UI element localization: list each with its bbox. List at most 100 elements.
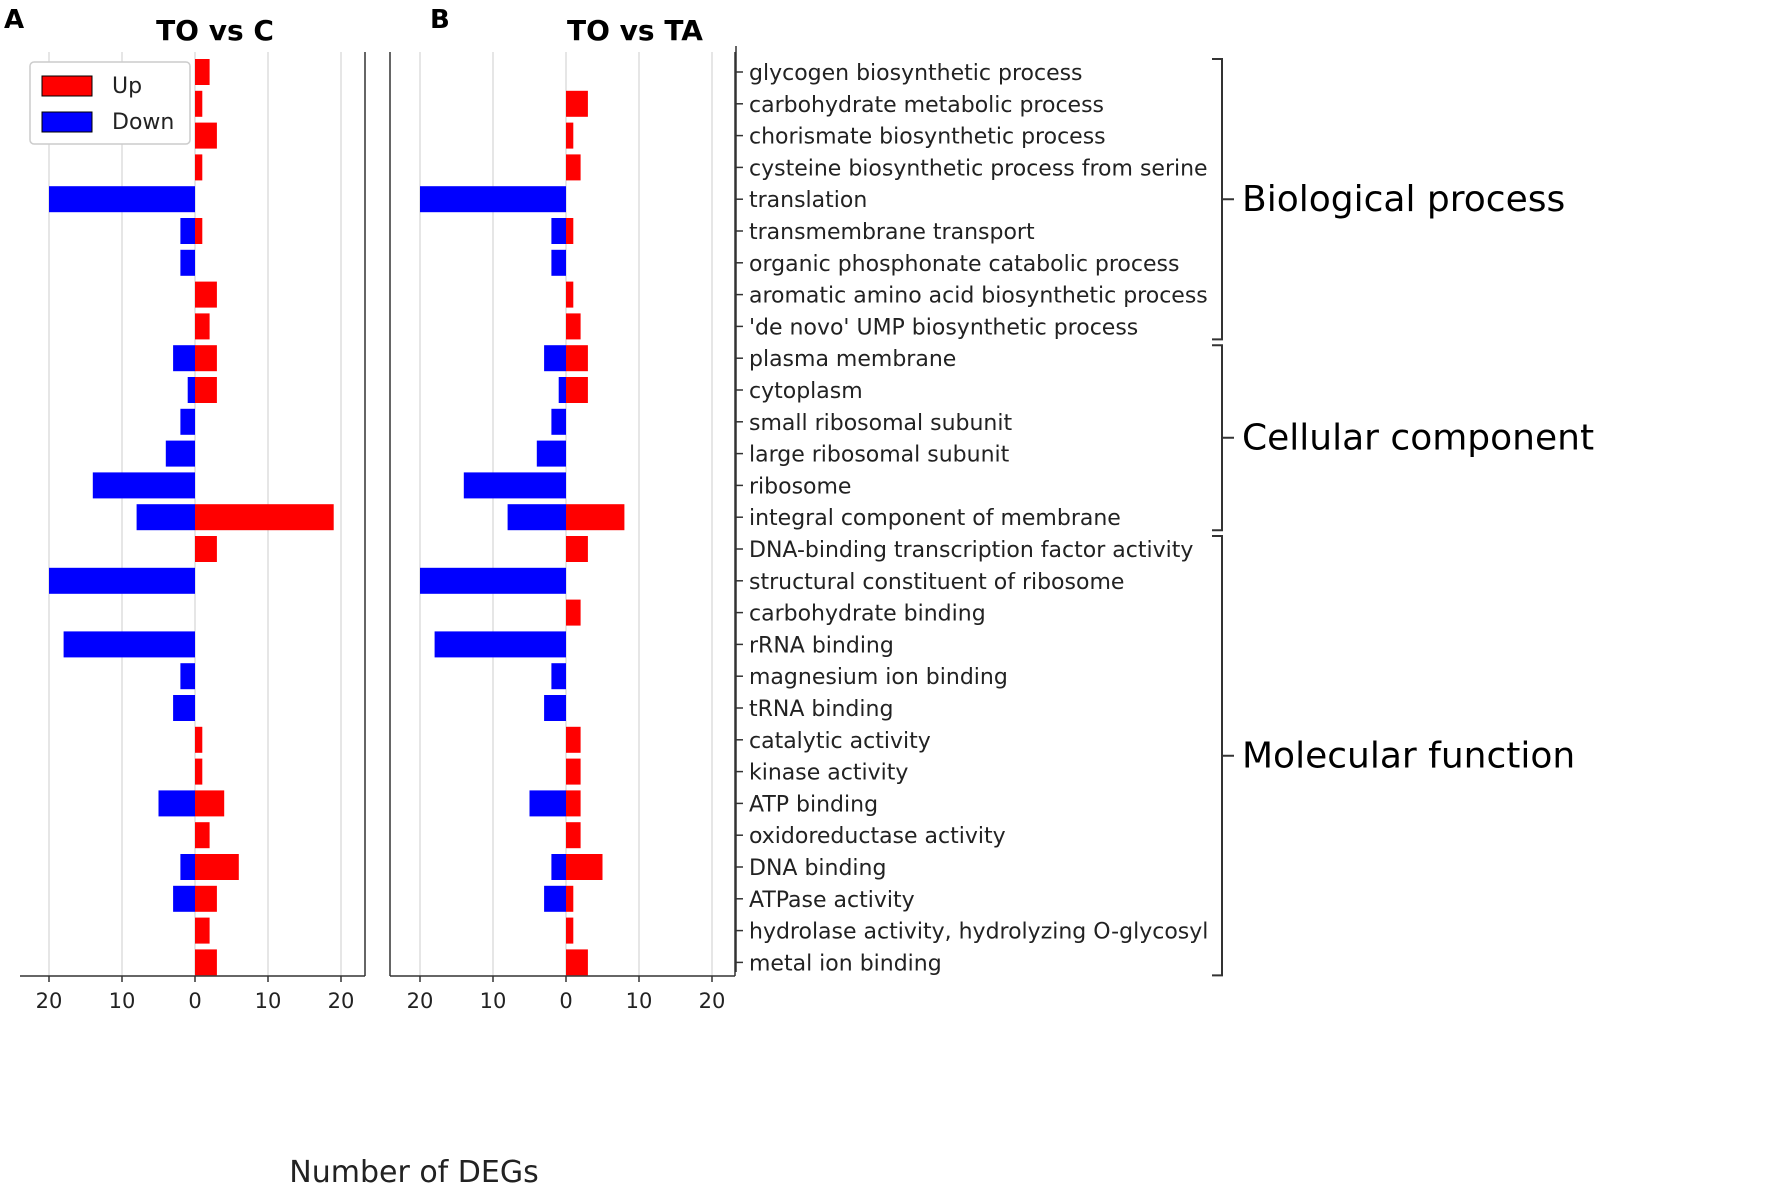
category-label: organic phosphonate catabolic process bbox=[749, 252, 1179, 277]
bar-up-26 bbox=[566, 885, 574, 912]
x-tick-label: 10 bbox=[255, 989, 282, 1013]
panel-b-chart: 20 10 0 10 20 bbox=[389, 52, 736, 1013]
bar-up-23 bbox=[195, 790, 225, 817]
bar-down-5 bbox=[551, 218, 566, 244]
category-label: integral component of membrane bbox=[749, 506, 1121, 531]
category-label: aromatic amino acid biosynthetic process bbox=[749, 284, 1208, 309]
bar-up-0 bbox=[195, 59, 210, 85]
bar-up-3 bbox=[566, 154, 581, 181]
x-axis-label: Number of DEGs bbox=[289, 1155, 538, 1190]
legend-label-up: Up bbox=[112, 74, 142, 99]
bar-up-1 bbox=[195, 90, 203, 117]
bar-down-6 bbox=[180, 249, 195, 276]
bar-down-19 bbox=[180, 663, 195, 690]
bar-down-16 bbox=[49, 567, 195, 594]
legend-swatch-down bbox=[41, 111, 93, 133]
group-label: Molecular function bbox=[1242, 736, 1575, 777]
bar-up-5 bbox=[195, 218, 203, 244]
bar-up-15 bbox=[195, 536, 217, 562]
bar-up-1 bbox=[566, 90, 588, 117]
bar-down-20 bbox=[544, 695, 566, 721]
bar-up-24 bbox=[195, 822, 210, 849]
bar-up-9 bbox=[566, 345, 588, 372]
category-label: chorismate biosynthetic process bbox=[749, 125, 1106, 150]
category-label: carbohydrate binding bbox=[749, 602, 986, 627]
bar-down-14 bbox=[507, 504, 566, 531]
bar-down-9 bbox=[544, 345, 566, 372]
panel-b-title: TO vs TA bbox=[567, 14, 703, 47]
bar-up-26 bbox=[195, 885, 217, 912]
category-label: cytoplasm bbox=[749, 379, 863, 404]
bar-up-14 bbox=[195, 504, 334, 531]
bar-down-23 bbox=[529, 790, 566, 817]
group-label: Cellular component bbox=[1242, 418, 1594, 459]
bar-up-7 bbox=[195, 281, 217, 308]
bar-down-12 bbox=[165, 440, 195, 467]
category-label: small ribosomal subunit bbox=[749, 411, 1012, 436]
category-groups: Biological process Cellular component Mole… bbox=[1212, 58, 1594, 977]
bar-down-18 bbox=[434, 631, 566, 658]
bar-up-5 bbox=[566, 218, 574, 244]
category-label: plasma membrane bbox=[749, 347, 956, 372]
bar-up-21 bbox=[195, 726, 203, 753]
bar-up-25 bbox=[195, 854, 239, 880]
x-tick-label: 20 bbox=[699, 989, 726, 1013]
legend: Up Down bbox=[29, 61, 191, 145]
category-label: oxidoreductase activity bbox=[749, 824, 1006, 849]
x-tick-label: 10 bbox=[109, 989, 136, 1013]
bar-down-12 bbox=[536, 440, 566, 467]
group-label: Biological process bbox=[1242, 179, 1565, 220]
bar-up-10 bbox=[195, 377, 217, 403]
x-tick-label: 20 bbox=[407, 989, 434, 1013]
category-axis: glycogen biosynthetic process carbohydrat… bbox=[735, 46, 1208, 976]
bar-down-10 bbox=[558, 377, 566, 403]
bar-up-3 bbox=[195, 154, 203, 181]
bar-down-4 bbox=[49, 186, 195, 213]
bar-down-26 bbox=[544, 885, 566, 912]
bar-up-25 bbox=[566, 854, 603, 880]
category-label: hydrolase activity, hydrolyzing O-glycos… bbox=[749, 920, 1208, 945]
category-label: transmembrane transport bbox=[749, 220, 1035, 245]
bar-down-19 bbox=[551, 663, 566, 690]
bar-up-24 bbox=[566, 822, 581, 849]
category-label: ATPase activity bbox=[749, 888, 915, 913]
x-tick-label: 0 bbox=[188, 989, 201, 1013]
bar-down-9 bbox=[173, 345, 195, 372]
category-label: ribosome bbox=[749, 474, 851, 499]
bar-down-5 bbox=[180, 218, 195, 244]
bar-down-14 bbox=[136, 504, 195, 531]
bar-up-28 bbox=[195, 949, 217, 976]
bar-down-10 bbox=[187, 377, 195, 403]
bar-down-11 bbox=[180, 408, 195, 435]
legend-swatch-up bbox=[41, 75, 93, 97]
panel-a-letter: A bbox=[4, 5, 24, 35]
bar-up-2 bbox=[566, 122, 574, 149]
x-tick-label: 20 bbox=[36, 989, 63, 1013]
bar-up-22 bbox=[195, 758, 203, 785]
category-label: cysteine biosynthetic process from serin… bbox=[749, 156, 1208, 181]
category-label: DNA-binding transcription factor activit… bbox=[749, 538, 1193, 563]
bar-down-6 bbox=[551, 249, 566, 276]
group-bracket bbox=[1212, 535, 1234, 977]
category-label: DNA binding bbox=[749, 856, 886, 881]
x-tick-label: 20 bbox=[328, 989, 355, 1013]
bar-up-9 bbox=[195, 345, 217, 372]
category-label: 'de novo' UMP biosynthetic process bbox=[749, 315, 1138, 340]
category-label: carbohydrate metabolic process bbox=[749, 93, 1104, 118]
category-label: large ribosomal subunit bbox=[749, 443, 1010, 468]
bar-up-27 bbox=[195, 917, 210, 944]
panel-a-chart: 20 10 0 10 20 bbox=[20, 52, 366, 1013]
category-label: metal ion binding bbox=[749, 951, 942, 976]
category-label: translation bbox=[749, 188, 867, 213]
bar-up-8 bbox=[566, 313, 581, 340]
category-label: structural constituent of ribosome bbox=[749, 570, 1124, 595]
category-label: magnesium ion binding bbox=[749, 665, 1008, 690]
bar-up-17 bbox=[566, 599, 581, 626]
x-tick-label: 10 bbox=[626, 989, 653, 1013]
bar-up-22 bbox=[566, 758, 581, 785]
bar-up-21 bbox=[566, 726, 581, 753]
bar-down-18 bbox=[63, 631, 195, 658]
legend-label-down: Down bbox=[112, 110, 174, 135]
category-label: kinase activity bbox=[749, 761, 908, 786]
panel-b-letter: B bbox=[430, 5, 450, 35]
